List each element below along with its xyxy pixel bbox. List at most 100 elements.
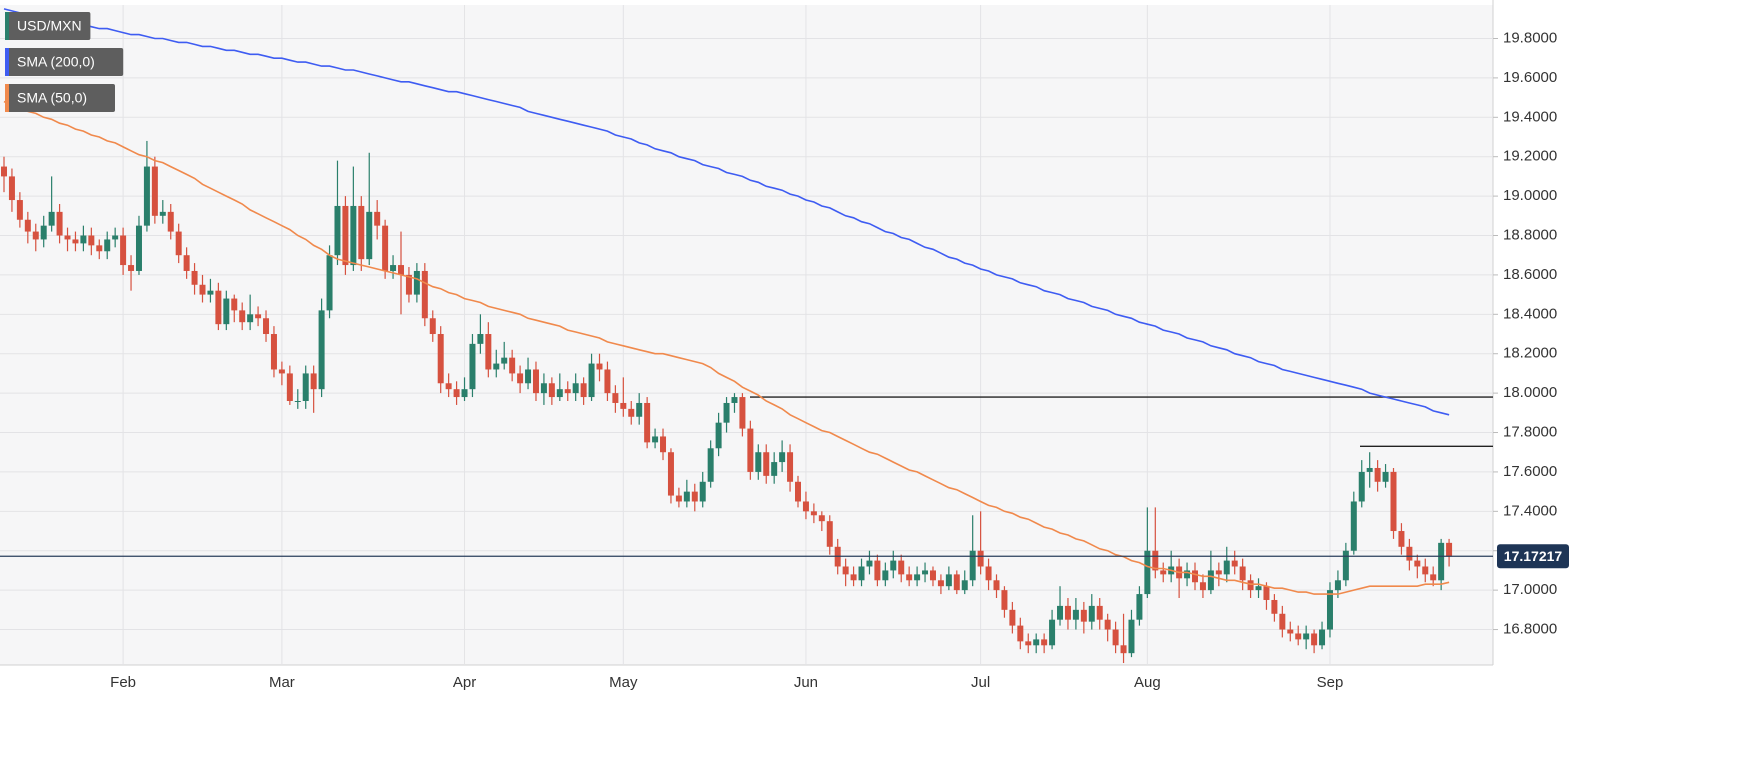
last-price-label: 17.17217 bbox=[1504, 548, 1563, 564]
x-tick-label: Sep bbox=[1317, 674, 1344, 691]
candle-body bbox=[1382, 471, 1389, 482]
candle-body bbox=[1223, 560, 1230, 575]
y-tick-label: 19.6000 bbox=[1503, 69, 1557, 86]
candle-body bbox=[922, 570, 929, 575]
candle-body bbox=[1017, 625, 1024, 642]
candle-body bbox=[1088, 605, 1095, 622]
candle-body bbox=[1358, 471, 1365, 502]
candle-body bbox=[842, 566, 849, 575]
candle-body bbox=[278, 369, 285, 374]
candle-body bbox=[937, 580, 944, 587]
candle-body bbox=[810, 511, 817, 516]
candle-body bbox=[1096, 605, 1103, 620]
candle-body bbox=[128, 265, 135, 271]
candle-body bbox=[16, 200, 23, 220]
x-tick-label: Apr bbox=[453, 674, 476, 691]
candle-body bbox=[350, 205, 357, 266]
candle-body bbox=[874, 560, 881, 581]
candle-body bbox=[294, 401, 301, 402]
candle-body bbox=[239, 310, 246, 323]
candle-body bbox=[715, 422, 722, 449]
candle-body bbox=[215, 290, 222, 325]
candle-body bbox=[1350, 501, 1357, 551]
y-tick-label: 16.8000 bbox=[1503, 621, 1557, 638]
candle-body bbox=[1033, 639, 1040, 646]
candle-body bbox=[1, 166, 7, 177]
candle-body bbox=[167, 211, 174, 232]
x-tick-label: Mar bbox=[269, 674, 295, 691]
candle-body bbox=[1199, 582, 1206, 591]
candle-body bbox=[429, 318, 436, 335]
candle-body bbox=[72, 239, 79, 244]
y-tick-label: 17.4000 bbox=[1503, 502, 1557, 519]
candle-body bbox=[1255, 586, 1262, 591]
legend-item: SMA (200,0) bbox=[5, 48, 124, 76]
y-tick-label: 18.8000 bbox=[1503, 226, 1557, 243]
candle-body bbox=[858, 566, 865, 581]
candle-body bbox=[691, 491, 698, 502]
candle-body bbox=[405, 274, 412, 295]
candle-body bbox=[1104, 619, 1111, 630]
legend-label: SMA (50,0) bbox=[17, 90, 87, 106]
candle-body bbox=[175, 231, 182, 256]
candle-body bbox=[461, 389, 468, 398]
candle-body bbox=[540, 383, 547, 394]
candle-body bbox=[366, 211, 373, 260]
candle-body bbox=[1080, 609, 1087, 622]
candle-body bbox=[826, 521, 833, 547]
candle-body bbox=[739, 397, 746, 429]
candle-body bbox=[525, 369, 532, 384]
x-tick-label: Jun bbox=[794, 674, 818, 691]
candle-body bbox=[795, 481, 801, 502]
candle-body bbox=[977, 550, 984, 567]
candle-body bbox=[636, 402, 643, 417]
candle-body bbox=[398, 265, 404, 275]
candle-body bbox=[270, 334, 277, 370]
candle-body bbox=[850, 574, 857, 581]
y-tick-label: 17.8000 bbox=[1503, 423, 1557, 440]
candle-body bbox=[286, 373, 293, 401]
legend-item: SMA (50,0) bbox=[5, 84, 115, 112]
candle-body bbox=[532, 369, 539, 394]
candle-body bbox=[1390, 471, 1397, 532]
legend-box bbox=[5, 12, 91, 40]
candle-body bbox=[1334, 580, 1341, 591]
sma-line bbox=[3, 100, 1450, 595]
candle-body bbox=[477, 334, 484, 344]
candle-body bbox=[1374, 467, 1381, 482]
candle-body bbox=[929, 570, 936, 581]
candle-body bbox=[1287, 629, 1294, 634]
candle-body bbox=[374, 211, 381, 226]
candle-body bbox=[747, 428, 754, 472]
x-tick-label: Aug bbox=[1134, 674, 1161, 691]
candle-body bbox=[1398, 531, 1405, 547]
candle-body bbox=[437, 334, 444, 384]
candle-body bbox=[1438, 542, 1445, 581]
candle-body bbox=[421, 270, 428, 319]
candle-body bbox=[755, 452, 762, 472]
candle-body bbox=[763, 452, 770, 476]
candle-body bbox=[1112, 629, 1119, 646]
candle-body bbox=[1049, 619, 1056, 646]
candle-body bbox=[644, 402, 651, 443]
candle-body bbox=[1144, 550, 1151, 595]
candle-body bbox=[485, 334, 492, 370]
candle-body bbox=[247, 314, 254, 323]
last-price-box bbox=[1497, 544, 1569, 569]
candle-body bbox=[1319, 629, 1326, 646]
candle-body bbox=[779, 452, 786, 463]
candle-body bbox=[1295, 633, 1302, 640]
candle-body bbox=[564, 389, 571, 394]
x-tick-label: Feb bbox=[110, 674, 136, 691]
y-tick-label: 19.8000 bbox=[1503, 29, 1557, 46]
candle-body bbox=[302, 373, 309, 401]
candle-body bbox=[1192, 570, 1198, 583]
legend-swatch bbox=[5, 12, 9, 40]
candle-body bbox=[143, 166, 150, 226]
plot-area bbox=[0, 5, 1493, 665]
candle-body bbox=[199, 284, 206, 295]
legend-item: USD/MXN bbox=[5, 12, 91, 40]
candle-body bbox=[572, 383, 579, 394]
candle-body bbox=[24, 219, 31, 232]
